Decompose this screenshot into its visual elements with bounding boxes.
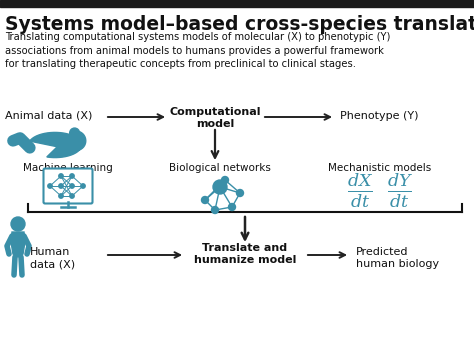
Text: Animal data (X): Animal data (X) [5, 111, 92, 121]
Circle shape [59, 184, 63, 188]
Text: Machine learning: Machine learning [23, 163, 113, 173]
Circle shape [70, 194, 74, 198]
Circle shape [11, 217, 25, 231]
Circle shape [228, 203, 236, 211]
Circle shape [211, 207, 219, 213]
Text: Translating computational systems models of molecular (X) to phenotypic (Y)
asso: Translating computational systems models… [5, 32, 391, 69]
Text: $\mathit{\frac{dX}{dt}}$: $\mathit{\frac{dX}{dt}}$ [347, 172, 373, 210]
Polygon shape [11, 232, 25, 257]
Polygon shape [30, 131, 86, 158]
Text: $\mathit{\frac{dY}{dt}}$: $\mathit{\frac{dY}{dt}}$ [387, 172, 413, 210]
Text: Phenotype (Y): Phenotype (Y) [340, 111, 419, 121]
Text: Human
data (X): Human data (X) [30, 247, 75, 269]
Text: Translate and
humanize model: Translate and humanize model [194, 243, 296, 265]
Bar [0, 0, 474, 7]
Text: Computational
model: Computational model [169, 107, 261, 129]
Circle shape [70, 174, 74, 178]
Circle shape [70, 184, 74, 188]
Circle shape [213, 180, 227, 194]
Text: Systems model–based cross-species translation: Systems model–based cross-species transl… [5, 15, 474, 34]
Circle shape [48, 184, 52, 188]
Circle shape [59, 174, 63, 178]
Text: Mechanistic models: Mechanistic models [328, 163, 432, 173]
Circle shape [59, 194, 63, 198]
Text: Biological networks: Biological networks [169, 163, 271, 173]
Circle shape [81, 184, 85, 188]
FancyBboxPatch shape [44, 169, 92, 203]
Circle shape [237, 190, 244, 197]
Circle shape [221, 176, 228, 184]
Text: Predicted
human biology: Predicted human biology [356, 247, 439, 269]
Circle shape [70, 128, 80, 138]
Circle shape [201, 197, 209, 203]
